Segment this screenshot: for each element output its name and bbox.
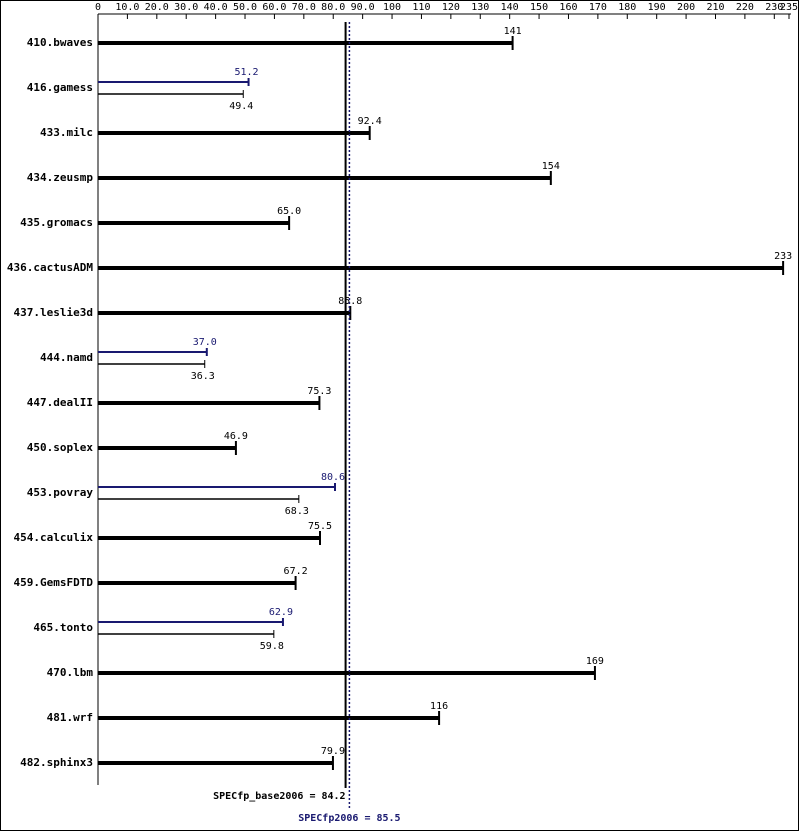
category-label: 450.soplex (27, 441, 94, 454)
x-tick-label: 0 (95, 2, 101, 13)
x-tick-label: 30.0 (174, 2, 198, 13)
category-label: 454.calculix (14, 531, 94, 544)
x-tick-label: 60.0 (262, 2, 286, 13)
category-label: 459.GemsFDTD (14, 576, 94, 589)
x-tick-label: 50.0 (233, 2, 257, 13)
category-label: 435.gromacs (20, 216, 93, 229)
value-label: 79.9 (321, 746, 345, 757)
x-tick-label: 160 (559, 2, 577, 13)
x-tick-label: 140 (501, 2, 519, 13)
value-label: 65.0 (277, 206, 301, 217)
value-label: 36.3 (191, 371, 215, 382)
x-tick-label: 235 (780, 2, 798, 13)
x-tick-label: 120 (442, 2, 460, 13)
category-label: 437.leslie3d (14, 306, 93, 319)
x-tick-label: 10.0 (115, 2, 139, 13)
x-tick-label: 170 (589, 2, 607, 13)
category-label: 447.dealII (27, 396, 93, 409)
category-label: 433.milc (40, 126, 93, 139)
x-tick-label: 220 (736, 2, 754, 13)
value-label: 68.3 (285, 506, 309, 517)
value-label: 80.6 (321, 472, 345, 483)
x-tick-label: 110 (412, 2, 430, 13)
value-label: 141 (504, 26, 522, 37)
category-label: 410.bwaves (27, 36, 93, 49)
x-tick-label: 190 (648, 2, 666, 13)
value-label: 62.9 (269, 607, 293, 618)
value-label: 59.8 (260, 641, 284, 652)
value-label: 169 (586, 656, 604, 667)
value-label: 67.2 (284, 566, 308, 577)
value-label: 92.4 (358, 116, 382, 127)
x-tick-label: 230 (765, 2, 783, 13)
category-label: 465.tonto (33, 621, 93, 634)
x-tick-label: 100 (383, 2, 401, 13)
category-label: 436.cactusADM (7, 261, 93, 274)
x-tick-label: 180 (618, 2, 636, 13)
category-label: 470.lbm (47, 666, 94, 679)
category-label: 416.gamess (27, 81, 93, 94)
x-tick-label: 200 (677, 2, 695, 13)
x-tick-label: 150 (530, 2, 548, 13)
value-label: 49.4 (229, 101, 253, 112)
reference-label: SPECfp_base2006 = 84.2 (213, 791, 345, 802)
category-label: 453.povray (27, 486, 94, 499)
value-label: 154 (542, 161, 560, 172)
value-label: 46.9 (224, 431, 248, 442)
x-tick-label: 70.0 (292, 2, 316, 13)
value-label: 51.2 (235, 67, 259, 78)
value-label: 85.8 (338, 296, 362, 307)
category-label: 434.zeusmp (27, 171, 94, 184)
x-tick-label: 20.0 (145, 2, 169, 13)
value-label: 75.5 (308, 521, 332, 532)
x-tick-label: 130 (471, 2, 489, 13)
x-tick-label: 90.0 (351, 2, 375, 13)
value-label: 37.0 (193, 337, 217, 348)
x-tick-label: 80.0 (321, 2, 345, 13)
category-label: 444.namd (40, 351, 93, 364)
x-tick-label: 210 (706, 2, 724, 13)
category-label: 481.wrf (47, 711, 93, 724)
x-tick-label: 40.0 (204, 2, 228, 13)
value-label: 116 (430, 701, 448, 712)
reference-label: SPECfp2006 = 85.5 (298, 813, 400, 824)
value-label: 233 (774, 251, 792, 262)
value-label: 75.3 (307, 386, 331, 397)
category-label: 482.sphinx3 (20, 756, 93, 769)
